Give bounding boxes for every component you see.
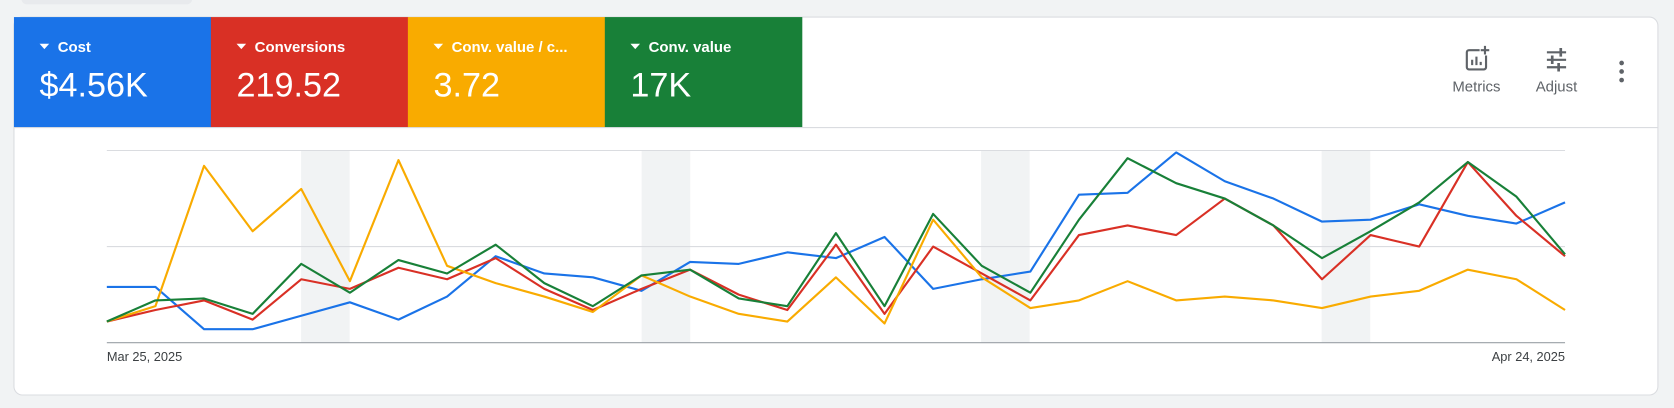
adjust-icon-knobs <box>1550 48 1563 72</box>
scorecard-label: Conversions <box>255 39 345 56</box>
x-tick-label: Apr 24, 2025 <box>1492 349 1565 364</box>
dropdown-arrow <box>39 43 50 50</box>
scorecard-value: 3.72 <box>433 67 499 105</box>
series-line <box>106 157 1566 323</box>
more-menu[interactable] <box>1619 60 1624 83</box>
scorecard[interactable]: Cost $4.56K <box>13 17 212 128</box>
series-line <box>106 159 1566 325</box>
dot <box>1619 60 1624 66</box>
scorecard-value: 17K <box>630 67 691 105</box>
adjust-label: Adjust <box>1536 78 1578 95</box>
scorecard-bg <box>210 17 409 128</box>
scorecard[interactable]: Conv. value / c... 3.72 <box>407 17 606 128</box>
metrics-icon-bars <box>1471 56 1482 66</box>
scorecard-bg <box>13 17 212 128</box>
dropdown-arrow <box>236 43 247 50</box>
dot <box>1619 69 1624 74</box>
scorecard-value: 219.52 <box>237 67 341 105</box>
scorecard-label: Conv. value <box>649 39 732 56</box>
metrics-icon <box>1465 49 1488 71</box>
scorecard-bg <box>407 17 606 128</box>
dot <box>1619 77 1624 83</box>
dropdown-arrow <box>433 43 444 50</box>
scorecard-value: $4.56K <box>40 67 148 105</box>
adjust-button[interactable]: Adjust <box>1536 48 1578 95</box>
scorecard-bg <box>604 17 803 128</box>
adjust-icon <box>1546 51 1567 69</box>
metrics-button[interactable]: Metrics <box>1452 44 1501 96</box>
scorecard[interactable]: Conv. value 17K <box>604 17 803 128</box>
metrics-label: Metrics <box>1452 78 1500 95</box>
scorecard-label: Conv. value / c... <box>452 39 568 56</box>
x-tick-label: Mar 25, 2025 <box>107 349 182 364</box>
series-line <box>106 151 1566 331</box>
scorecard-label: Cost <box>58 39 91 56</box>
tab-shadow <box>21 0 193 5</box>
series-line <box>106 160 1566 323</box>
dropdown-arrow <box>630 43 641 50</box>
metrics-icon-plus <box>1480 45 1490 55</box>
scorecard[interactable]: Conversions 219.52 <box>210 17 409 128</box>
